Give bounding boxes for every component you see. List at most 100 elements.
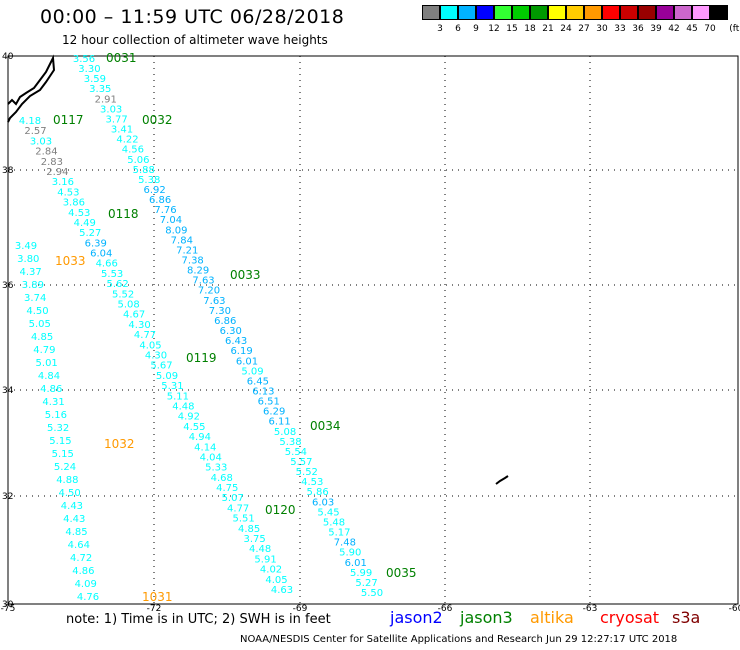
wave-height-value: 6.45 [247,376,269,387]
wave-height-value: 6.39 [85,238,107,249]
wave-height-value: 3.49 [15,241,37,252]
wave-height-value: 3.74 [24,293,46,304]
wave-height-value: 2.91 [95,94,117,105]
wave-height-value: 4.72 [70,553,92,564]
legend-label: 70 [704,24,716,34]
legend-swatch [638,5,656,20]
longitude-label: -63 [583,604,598,614]
wave-height-value: 3.86 [63,198,85,209]
wave-height-value: 7.04 [160,215,182,226]
longitude-label: -75 [1,604,16,614]
wave-height-value: 5.01 [36,358,58,369]
wave-height-value: 4.77 [227,503,249,514]
wave-height-value: 5.15 [49,436,71,447]
wave-height-value: 4.05 [265,575,287,586]
wave-height-value: 4.04 [200,452,222,463]
wave-height-value: 5.09 [156,371,178,382]
wave-height-value: 4.76 [77,592,99,603]
wave-height-value: 4.67 [123,310,145,321]
legend-label: 39 [650,24,662,34]
wave-height-value: 4.18 [19,116,41,127]
map-subtitle: 12 hour collection of altimeter wave hei… [62,33,328,47]
legend-label: 33 [614,24,626,34]
wave-height-value: 6.92 [144,185,166,196]
legend-label: 45 [686,24,698,34]
legend-unit: (ft) [729,24,740,34]
wave-height-value: 5.09 [241,366,263,377]
wave-height-value: 6.13 [252,386,274,397]
legend-swatch [656,5,674,20]
longitude-label: -66 [438,604,453,614]
wave-height-value: 4.14 [194,442,216,453]
wave-height-value: 4.68 [211,473,233,484]
wave-height-value: 5.06 [127,155,149,166]
wave-height-value: 5.88 [133,165,155,176]
legend-label: 21 [542,24,554,34]
satellite-s3a: s3a [672,608,701,627]
wave-height-value: 4.49 [74,218,96,229]
pass-time-label: 0119 [186,351,217,365]
wave-height-value: 5.57 [290,457,312,468]
satellite-altika: altika [530,608,574,627]
wave-height-value: 4.53 [57,187,79,198]
wave-height-value: 5.33 [205,463,227,474]
legend-swatch [674,5,692,20]
wave-height-value: 5.48 [323,517,345,528]
wave-height-value: 4.02 [260,565,282,576]
satellite-jason3: jason3 [460,608,513,627]
wave-height-value: 5.27 [355,578,377,589]
wave-height-value: 7.63 [203,296,225,307]
wave-height-value: 7.21 [176,245,198,256]
legend-label: 12 [488,24,500,34]
wave-height-value: 5.24 [54,462,76,473]
legend-label: 6 [455,24,461,34]
longitude-label: -72 [147,604,162,614]
wave-height-value: 5.50 [361,588,383,599]
wave-height-value: 7.63 [192,276,214,287]
wave-height-value: 2.84 [35,147,57,158]
wave-height-value: 7.76 [154,205,176,216]
wave-height-value: 7.38 [182,256,204,267]
latitude-label: 30 [2,600,14,610]
wave-height-value: 5.32 [47,423,69,434]
satellite-jason2: jason2 [390,608,443,627]
pass-time-label: 0118 [108,207,139,221]
wave-height-value: 4.85 [238,524,260,535]
wave-height-value: 7.84 [171,235,193,246]
legend-label: 30 [596,24,608,34]
wave-height-value: 5.62 [107,279,129,290]
pass-time-label: 1033 [55,254,86,268]
legend-swatch [584,5,602,20]
wave-height-value: 4.31 [42,397,64,408]
wave-height-value: 6.11 [268,417,290,428]
wave-height-value: 4.05 [139,340,161,351]
pass-time-label: 0120 [265,503,296,517]
latitude-label: 40 [2,52,14,62]
wave-height-value: 3.16 [52,177,74,188]
wave-height-value: 5.07 [222,493,244,504]
latitude-label: 32 [2,492,13,502]
wave-height-value: 4.37 [19,267,41,278]
wave-height-value: 5.52 [112,289,134,300]
wave-height-value: 5.53 [101,269,123,280]
wave-height-value: 5.90 [339,548,361,559]
wave-height-value: 5.99 [350,568,372,579]
pass-time-label: 0031 [106,51,137,65]
wave-height-value: 4.85 [65,527,87,538]
wave-height-value: 4.50 [58,488,80,499]
wave-height-value: 2.57 [24,126,46,137]
wave-height-value: 8.09 [165,225,187,236]
wave-height-value: 4.64 [68,540,90,551]
legend-swatch [566,5,584,20]
wave-height-value: 6.04 [90,249,112,260]
wave-height-value: 3.75 [243,534,265,545]
pass-time-label: 0033 [230,268,261,282]
wave-height-value: 2.94 [46,167,68,178]
wave-height-value: 7.48 [334,538,356,549]
map-frame [7,55,739,605]
pass-time-label: 1032 [104,437,135,451]
footer-note: note: 1) Time is in UTC; 2) SWH is in fe… [66,612,331,627]
wave-height-value: 5.08 [117,300,139,311]
legend-swatch [530,5,548,20]
legend-label: 36 [632,24,644,34]
